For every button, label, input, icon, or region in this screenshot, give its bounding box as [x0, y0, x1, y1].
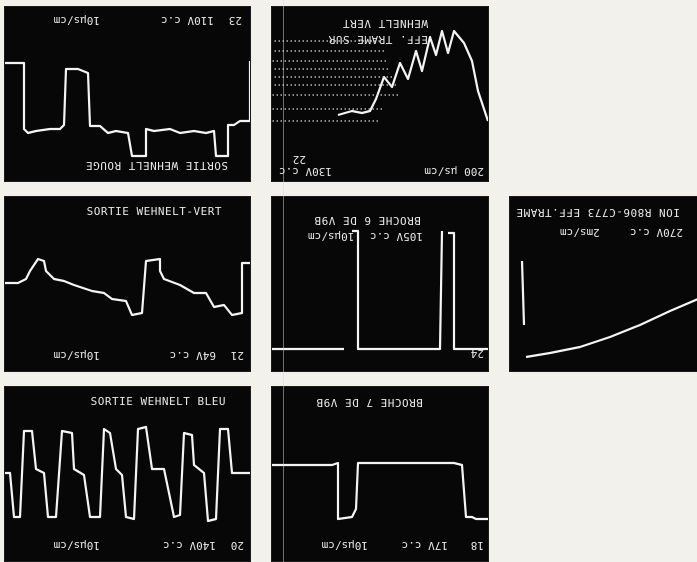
vertical-guide-line [283, 0, 284, 562]
oscillogram-25: ION R806-C773 EFF.TRAME 270V c.c 2ms/cm [509, 196, 697, 372]
waveform-23 [5, 61, 250, 158]
oscillogram-24: 24 BROCHE 6 DE V9B 105V c.c 10µs/cm [271, 196, 489, 372]
timebase-20: 10µs/cm [53, 539, 100, 552]
number-23: 23 [228, 14, 242, 27]
waveform-25 [520, 260, 697, 359]
oscillogram-20: SORTIE WEHNELT BLEU 20 140V c.c 10µs/cm [4, 386, 251, 562]
title-18: BROCHE 7 DE V9B [316, 396, 423, 409]
number-22: 22 [292, 153, 306, 166]
timebase-23: 10µs/cm [53, 14, 100, 27]
line2-22: EFF. TRAME SUR [328, 33, 428, 46]
voltage-18: 17V c.c [401, 539, 448, 552]
oscillogram-23: SORTIE WEHNELT ROUGE 23 110V c.c 10µs/cm [4, 6, 251, 182]
oscillogram-22: WEHNELT VERT EFF. TRAME SUR 22 130V c.c … [271, 6, 489, 182]
voltage-20: 140V c.c [163, 539, 216, 552]
title-23: SORTIE WEHNELT ROUGE [85, 159, 228, 172]
voltage-22: 130V c.c [279, 165, 332, 178]
timebase-21: 10µs/cm [53, 349, 100, 362]
voltage-21: 64V c.c [169, 349, 216, 362]
waveform-21 [5, 257, 250, 317]
timebase-25: 2ms/cm [560, 226, 600, 239]
voltage-23: 110V c.c [161, 14, 214, 27]
title-25: ION R806-C773 EFF.TRAME [516, 206, 680, 219]
line1-22: WEHNELT VERT [342, 17, 428, 30]
title-21: SORTIE WEHNELT-VERT [86, 205, 222, 218]
waveform-22 [272, 29, 488, 122]
line1-24: BROCHE 6 DE V9B [314, 214, 421, 227]
title-20: SORTIE WEHNELT BLEU [90, 395, 226, 408]
voltage-25: 270V c.c [630, 226, 683, 239]
timebase-18: 10µs/cm [321, 539, 368, 552]
waveform-18 [272, 461, 488, 521]
number-18: 18 [470, 539, 484, 552]
timebase-22: 200 µs/cm [424, 165, 484, 178]
number-21: 21 [230, 349, 244, 362]
oscillogram-21: SORTIE WEHNELT-VERT 21 64V c.c 10µs/cm [4, 196, 251, 372]
oscillogram-18: 18 17V c.c 10µs/cm BROCHE 7 DE V9B [271, 386, 489, 562]
waveform-20 [5, 425, 250, 523]
number-20: 20 [230, 539, 244, 552]
voltage-24: 105V c.c [370, 230, 423, 243]
number-24: 24 [470, 347, 484, 360]
timebase-24: 10µs/cm [308, 230, 355, 243]
waveform-24 [272, 229, 488, 351]
